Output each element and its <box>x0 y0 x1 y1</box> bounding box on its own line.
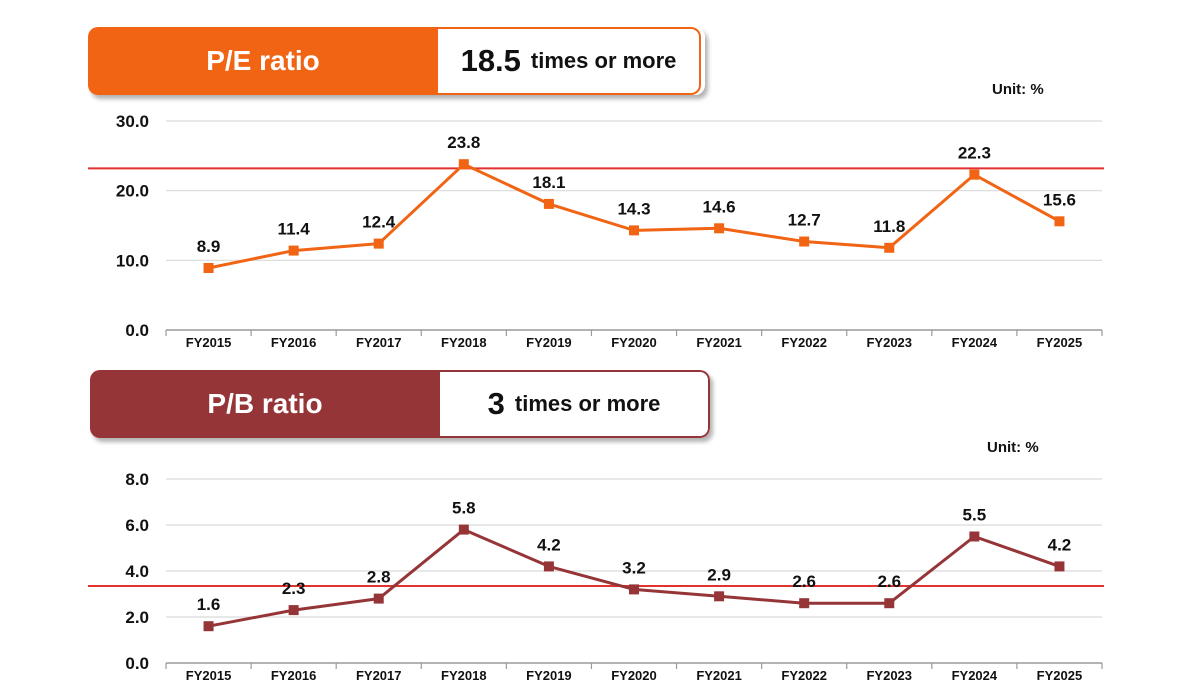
pb-data-label: 4.2 <box>537 535 561 554</box>
pe-xtick-label: FY2017 <box>356 335 402 350</box>
pb-data-label: 1.6 <box>197 595 221 614</box>
pb-data-label: 2.3 <box>282 579 306 598</box>
pb-ratio-panel: P/B ratio 3 times or more Unit: % 0.0 2.0… <box>0 350 1200 695</box>
pe-xtick-label: FY2018 <box>441 335 487 350</box>
pe-xtick-label: FY2024 <box>952 335 998 350</box>
pb-data-point <box>714 591 725 602</box>
pe-ratio-panel: P/E ratio 18.5 times or more Unit: % 0.0… <box>88 27 1104 350</box>
pe-target-box: 18.5 times or more <box>438 27 701 95</box>
pe-header-title: P/E ratio <box>206 45 320 76</box>
pe-data-point <box>288 245 299 256</box>
pe-data-point <box>969 169 980 180</box>
pe-data-point <box>799 236 810 247</box>
pe-ytick-label: 10.0 <box>116 251 149 270</box>
pe-unit-label: Unit: % <box>992 81 1044 98</box>
pe-data-point <box>373 238 384 249</box>
pe-data-point <box>458 159 469 170</box>
pb-data-label: 2.9 <box>707 565 731 584</box>
pe-data-label: 18.1 <box>532 173 565 192</box>
pb-data-point <box>288 605 299 616</box>
pb-xtick-label: FY2017 <box>356 668 402 683</box>
pe-header: P/E ratio 18.5 times or more <box>88 27 705 95</box>
pe-xtick-label: FY2019 <box>526 335 572 350</box>
pb-ytick-label: 8.0 <box>125 470 149 489</box>
pe-data-label: 12.7 <box>788 211 821 230</box>
pb-data-point <box>1054 561 1065 572</box>
pb-target-box: 3 times or more <box>440 370 710 438</box>
pb-xtick-label: FY2021 <box>696 668 742 683</box>
pe-data-point <box>629 225 639 236</box>
pb-xtick-label: FY2020 <box>611 668 657 683</box>
pe-xtick-label: FY2025 <box>1037 335 1083 350</box>
pb-data-label: 2.6 <box>792 572 816 591</box>
pb-data-label: 2.8 <box>367 568 391 587</box>
pb-header: P/B ratio 3 times or more <box>90 370 710 438</box>
pb-xtick-label: FY2023 <box>866 668 912 683</box>
pe-data-label: 23.8 <box>447 133 480 152</box>
pe-data-label: 12.4 <box>362 213 396 232</box>
pb-xtick-label: FY2016 <box>271 668 317 683</box>
pb-data-label: 5.8 <box>452 499 476 518</box>
pb-unit-label: Unit: % <box>987 439 1039 456</box>
pb-xtick-label: FY2024 <box>952 668 998 683</box>
pe-data-point <box>884 242 895 253</box>
pe-xtick-label: FY2015 <box>186 335 232 350</box>
pe-data-label: 14.3 <box>617 199 650 218</box>
pb-data-label: 4.2 <box>1048 535 1072 554</box>
pe-data-point <box>543 198 554 209</box>
pb-ytick-label: 6.0 <box>125 516 149 535</box>
pb-data-label: 3.2 <box>622 558 646 577</box>
pb-data-point <box>799 598 810 609</box>
pb-data-label: 2.6 <box>877 572 901 591</box>
pe-ytick-label: 20.0 <box>116 182 149 201</box>
pe-xtick-label: FY2022 <box>781 335 827 350</box>
pb-series-line <box>208 528 1060 628</box>
pe-data-label: 22.3 <box>958 144 991 163</box>
pb-data-point <box>543 561 554 572</box>
pe-data-point <box>1054 216 1065 227</box>
pb-xtick-label: FY2025 <box>1037 668 1083 683</box>
pe-data-label: 14.6 <box>703 197 736 216</box>
pb-data-point <box>458 524 469 535</box>
pe-data-label: 11.4 <box>278 220 311 239</box>
pe-xtick-label: FY2021 <box>696 335 742 350</box>
pb-ytick-label: 2.0 <box>125 608 149 627</box>
pe-data-label: 15.6 <box>1043 190 1076 209</box>
pb-xtick-label: FY2018 <box>441 668 487 683</box>
pb-line-chart: 0.0 2.0 4.0 6.0 8.0 FY2015 FY2016 FY2017 FY2018 F… <box>88 470 1104 683</box>
pb-data-point <box>629 584 639 595</box>
pb-data-label: 5.5 <box>963 506 987 525</box>
pb-xtick-label: FY2019 <box>526 668 572 683</box>
pe-xtick-label: FY2023 <box>866 335 912 350</box>
pe-header-label: P/E ratio <box>88 27 438 95</box>
pb-data-point <box>373 593 384 604</box>
pe-data-point <box>714 223 725 234</box>
pe-ytick-label: 30.0 <box>116 112 149 131</box>
pb-xtick-label: FY2015 <box>186 668 232 683</box>
pb-target-suffix: times or more <box>514 391 661 416</box>
pb-header-label: P/B ratio <box>90 370 440 438</box>
pe-target-value: 18.5 <box>460 43 521 78</box>
pb-header-title: P/B ratio <box>207 388 323 419</box>
pe-ytick-label: 0.0 <box>125 321 149 340</box>
pe-xtick-label: FY2016 <box>271 335 317 350</box>
pe-xtick-label: FY2020 <box>611 335 657 350</box>
pe-line-chart: 0.0 10.0 20.0 30.0 FY2015 FY2016 FY2017 FY2018 F… <box>88 112 1104 350</box>
pe-data-label: 8.9 <box>197 237 221 256</box>
pb-ytick-label: 4.0 <box>125 562 149 581</box>
pb-target-value: 3 <box>487 386 505 421</box>
pb-data-point <box>203 621 214 632</box>
pb-data-point <box>884 598 895 609</box>
pb-data-point <box>969 531 980 542</box>
pe-target-suffix: times or more <box>530 48 677 73</box>
pb-xtick-label: FY2022 <box>781 668 827 683</box>
pb-ytick-label: 0.0 <box>125 654 149 673</box>
pe-data-point <box>203 262 214 273</box>
pe-data-label: 11.8 <box>873 217 905 236</box>
